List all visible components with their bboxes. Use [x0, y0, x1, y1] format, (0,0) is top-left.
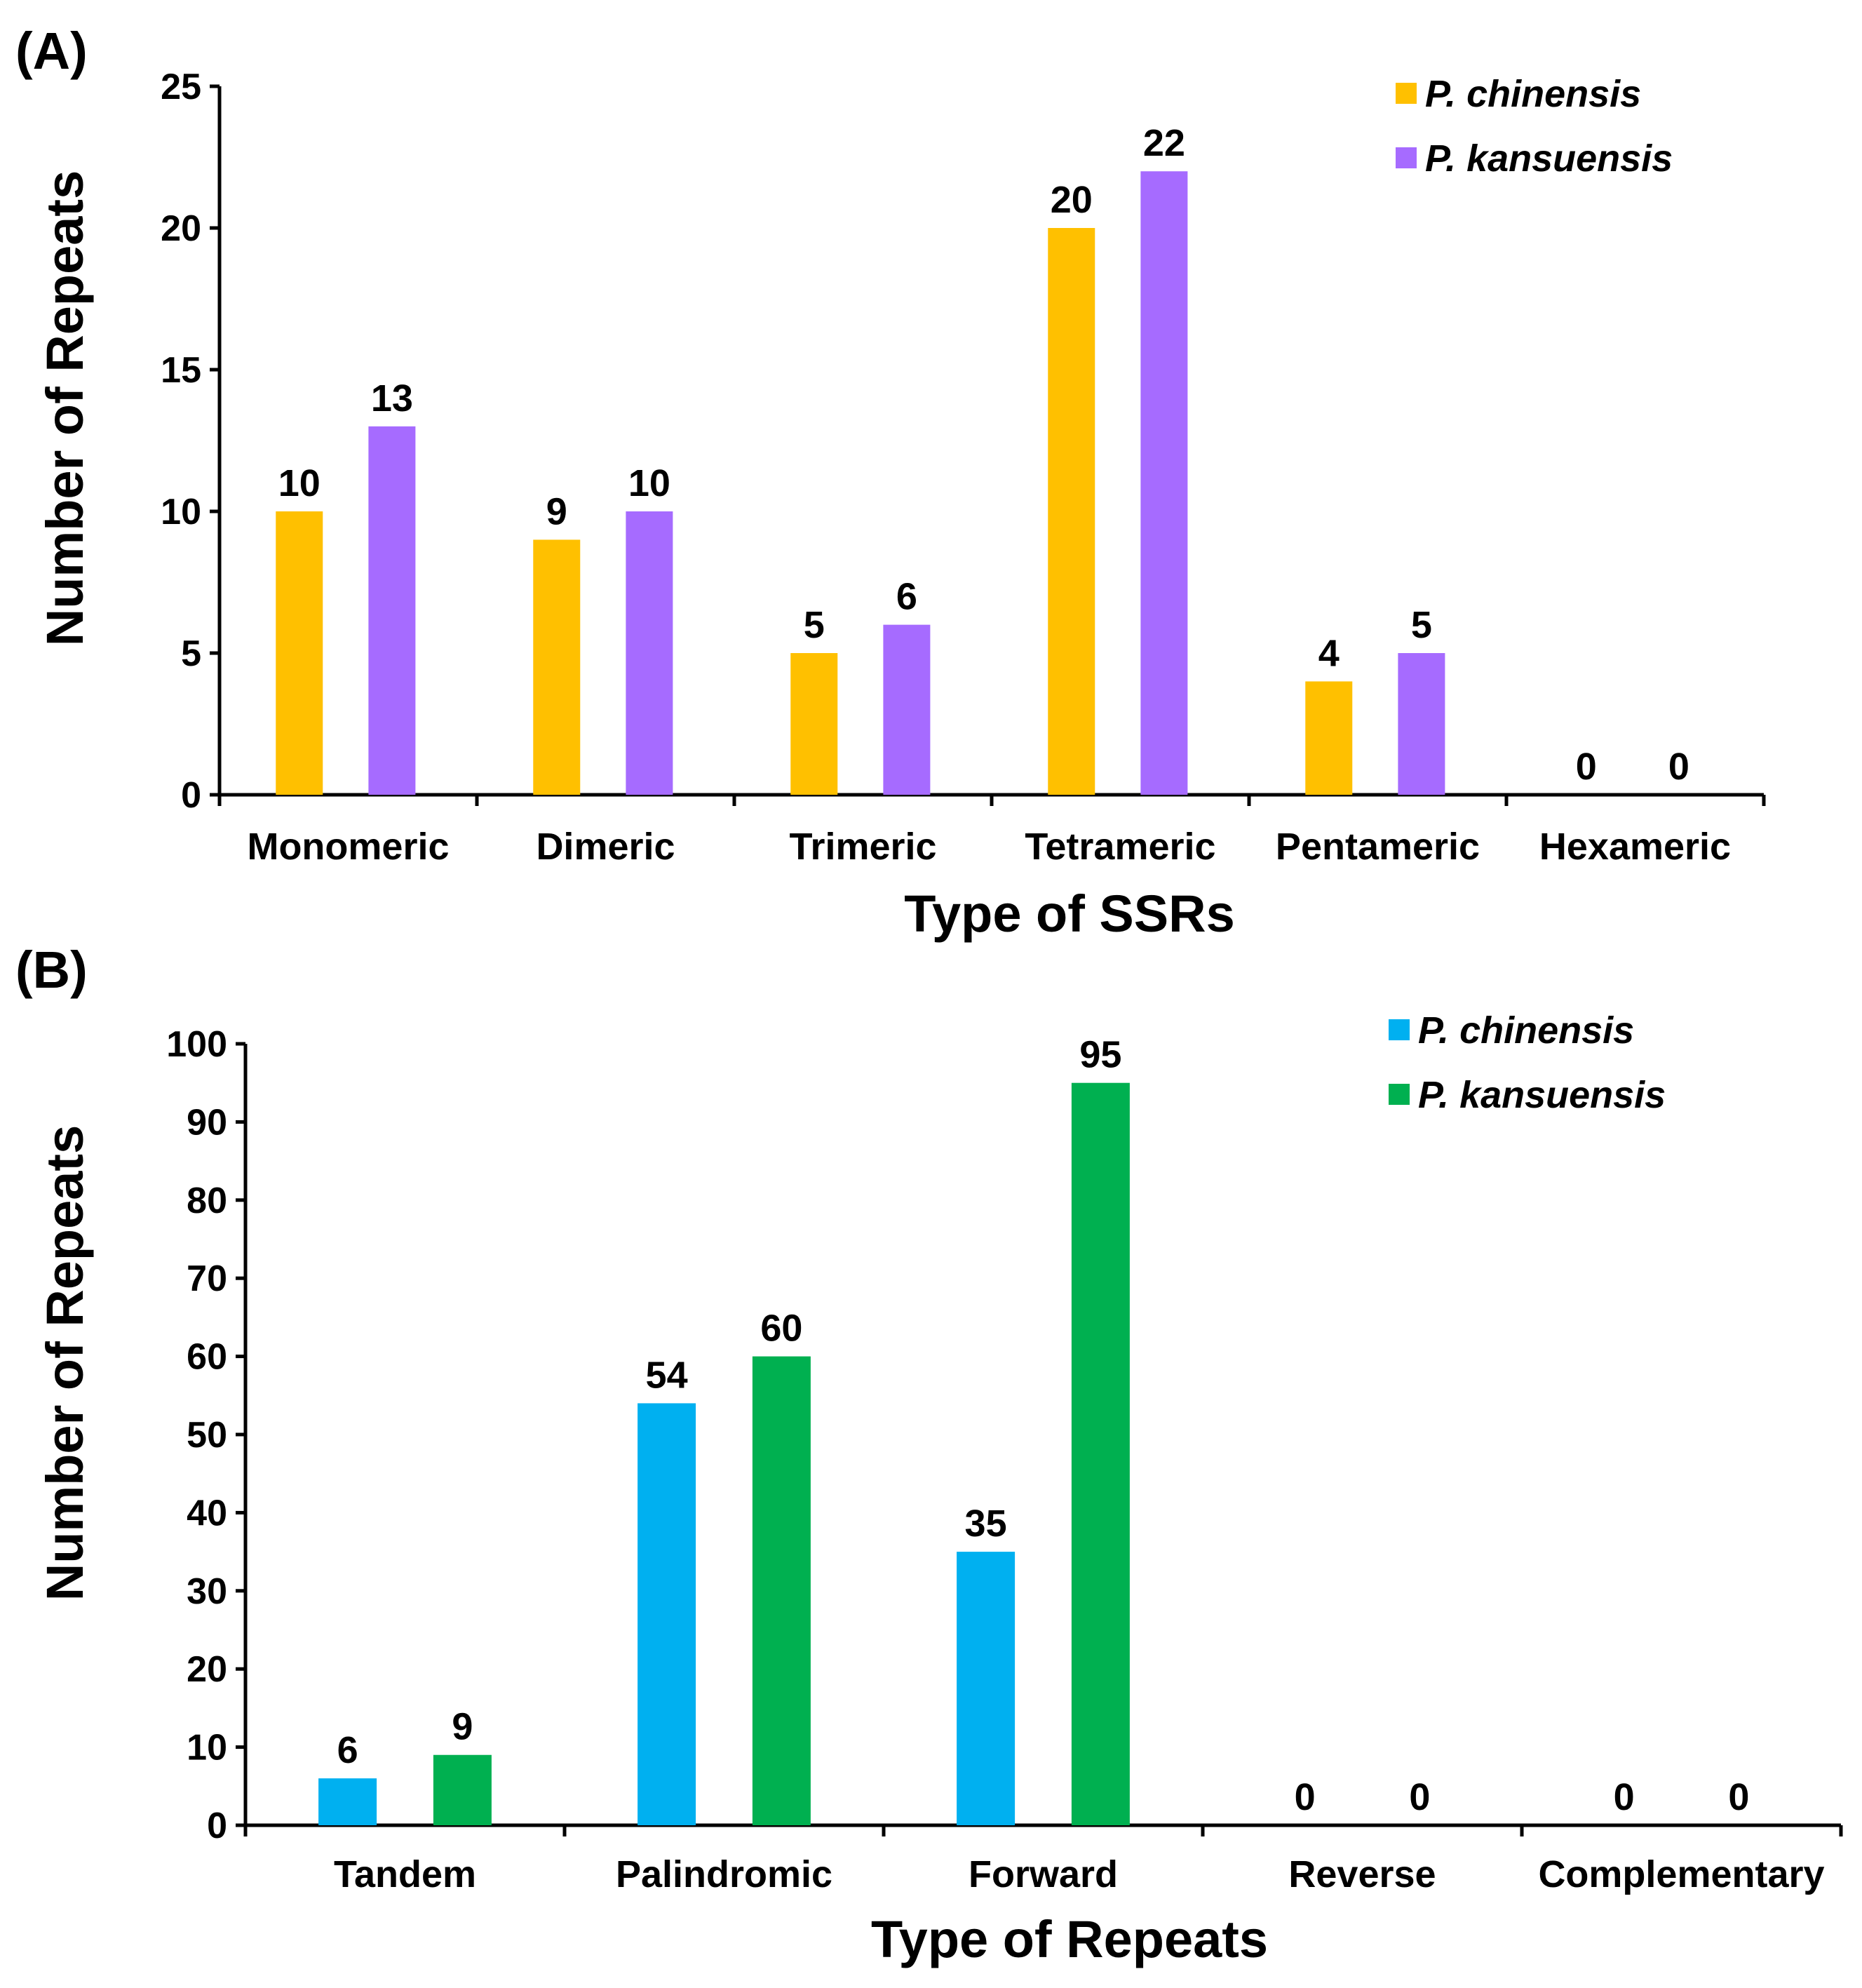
- y-tick-label: 0: [207, 1806, 227, 1846]
- y-axis-title: Number of Repeats: [36, 1125, 94, 1601]
- bar: [626, 511, 673, 795]
- legend-swatch: [1396, 147, 1417, 168]
- y-tick-label: 25: [161, 67, 201, 107]
- bar: [533, 539, 581, 795]
- y-tick-label: 50: [187, 1415, 227, 1456]
- bar-value-label: 0: [1728, 1776, 1749, 1818]
- bar-value-label: 9: [546, 490, 567, 532]
- y-tick-label: 5: [181, 633, 201, 674]
- bar: [1398, 653, 1445, 795]
- bar: [1071, 1082, 1130, 1825]
- bar-value-label: 10: [628, 462, 670, 504]
- legend-label: P. kansuensis: [1425, 137, 1673, 180]
- bar-value-label: 0: [1668, 746, 1689, 788]
- bar-value-label: 95: [1079, 1034, 1121, 1076]
- category-label: Pentameric: [1276, 826, 1480, 868]
- bar: [637, 1403, 696, 1825]
- legend-swatch: [1389, 1019, 1410, 1040]
- bar: [957, 1552, 1016, 1825]
- panel-b-label: (B): [15, 941, 88, 999]
- y-tick-label: 15: [161, 350, 201, 391]
- bar: [318, 1778, 377, 1825]
- category-label: Monomeric: [247, 826, 449, 868]
- category-label: Tandem: [334, 1853, 476, 1895]
- bar: [1048, 228, 1095, 795]
- category-label: Forward: [969, 1853, 1118, 1895]
- bar-value-label: 0: [1409, 1776, 1430, 1818]
- bar: [883, 624, 931, 795]
- legend-label: P. chinensis: [1425, 73, 1641, 115]
- y-tick-label: 80: [187, 1181, 227, 1221]
- bar-value-label: 5: [1411, 604, 1432, 646]
- y-tick-label: 90: [187, 1102, 227, 1143]
- bar-value-label: 35: [965, 1503, 1007, 1545]
- category-label: Tetrameric: [1025, 826, 1215, 868]
- y-tick-label: 10: [161, 492, 201, 532]
- bar: [433, 1754, 492, 1825]
- bar-value-label: 6: [896, 576, 917, 618]
- category-label: Trimeric: [789, 826, 936, 868]
- y-axis-title: Number of Repeats: [36, 170, 94, 646]
- y-tick-label: 20: [187, 1649, 227, 1690]
- y-tick-label: 0: [181, 775, 201, 816]
- bar: [752, 1356, 811, 1825]
- bar: [790, 653, 838, 795]
- bar-value-label: 22: [1143, 122, 1185, 164]
- y-tick-label: 20: [161, 208, 201, 249]
- y-tick-label: 60: [187, 1337, 227, 1378]
- legend-swatch: [1389, 1084, 1410, 1105]
- bar-value-label: 60: [760, 1308, 802, 1350]
- bar-value-label: 6: [337, 1729, 358, 1771]
- x-axis-title: Type of Repeats: [871, 1910, 1268, 1968]
- x-axis-title: Type of SSRs: [904, 885, 1235, 943]
- bar-value-label: 0: [1295, 1776, 1316, 1818]
- y-tick-label: 70: [187, 1258, 227, 1299]
- ssr-type-chart: 0 5 10 15 20 25 Monomeric Dimeric Trimeric Tetram…: [36, 67, 1766, 943]
- bar-value-label: 13: [371, 377, 413, 419]
- bar: [1140, 171, 1188, 795]
- legend-label: P. chinensis: [1418, 1009, 1634, 1052]
- y-tick-label: 40: [187, 1493, 227, 1533]
- legend-swatch: [1396, 83, 1417, 104]
- bar-value-label: 0: [1576, 746, 1597, 788]
- bar-value-label: 5: [804, 604, 825, 646]
- bar: [368, 426, 416, 795]
- bar-value-label: 10: [278, 462, 321, 504]
- bar-value-label: 0: [1614, 1776, 1635, 1818]
- category-label: Hexameric: [1539, 826, 1731, 868]
- category-label: Complementary: [1538, 1853, 1824, 1895]
- bar-value-label: 9: [452, 1706, 473, 1748]
- bar-value-label: 20: [1051, 179, 1093, 221]
- category-label: Dimeric: [536, 826, 675, 868]
- y-tick-label: 30: [187, 1571, 227, 1612]
- category-label: Palindromic: [616, 1853, 832, 1895]
- y-tick-label: 10: [187, 1728, 227, 1768]
- legend-label: P. kansuensis: [1418, 1074, 1666, 1116]
- bar-value-label: 54: [646, 1354, 688, 1396]
- bar: [1305, 681, 1353, 795]
- y-tick-label: 100: [166, 1024, 227, 1065]
- panel-a-label: (A): [15, 22, 88, 80]
- bar: [276, 511, 323, 795]
- category-label: Reverse: [1288, 1853, 1436, 1895]
- bar-value-label: 4: [1318, 632, 1340, 674]
